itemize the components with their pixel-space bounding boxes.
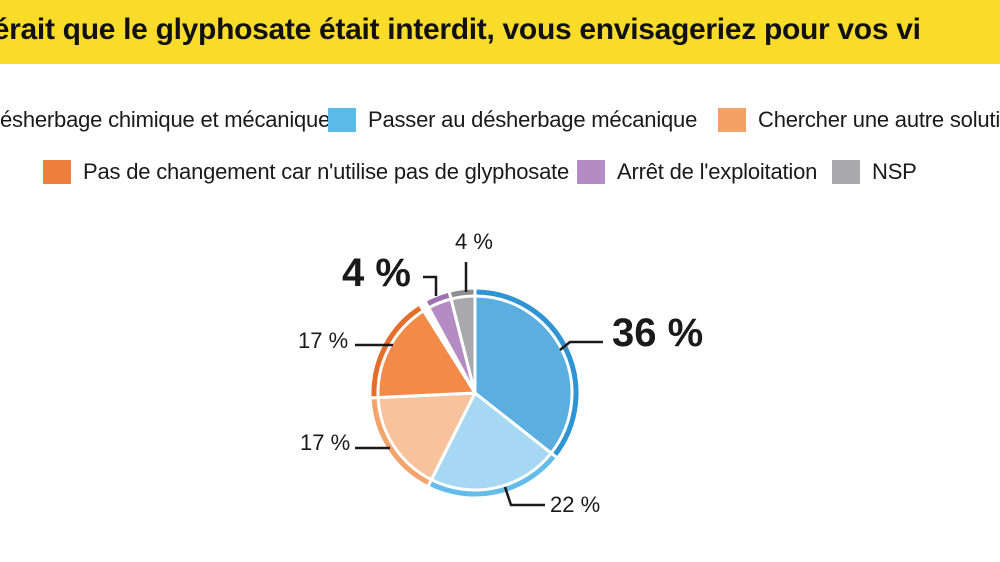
leader-line-36 (559, 340, 603, 351)
title-bar: avérait que le glyphosate était interdit… (0, 0, 1000, 64)
label-36: 36 % (612, 311, 704, 355)
leader-line-4-purple (423, 275, 438, 296)
leader-line-22 (503, 486, 545, 507)
pie-slice (376, 391, 477, 482)
label-4-purple: 4 % (342, 251, 411, 295)
legend-label: Chercher une autre solutio (758, 107, 1000, 132)
legend-item-other-solution: Chercher une autre solutio (718, 105, 1000, 135)
legend-swatch (718, 108, 746, 132)
legend-label: Arrêt de l'exploitation (617, 159, 818, 184)
legend-swatch (43, 160, 71, 184)
legend-item-stop-farm: Arrêt de l'exploitation (577, 157, 817, 187)
label-17-upper: 17 % (298, 328, 349, 353)
legend-swatch (832, 160, 860, 184)
label-22: 22 % (550, 492, 601, 517)
legend-label: Pas de changement car n'utilise pas de g… (83, 159, 570, 184)
legend-item-nsp: NSP (832, 157, 917, 187)
pie-slice (429, 391, 553, 492)
legend-item-no-change: Pas de changement car n'utilise pas de g… (43, 157, 569, 187)
legend-item-chemical-mechanical: ésherbage chimique et mécanique (0, 105, 330, 135)
legend-swatch (577, 160, 605, 184)
legend-label: ésherbage chimique et mécanique (0, 107, 331, 132)
chart-title: avérait que le glyphosate était interdit… (0, 13, 921, 46)
label-4-grey: 4 % (455, 229, 493, 254)
legend-item-mechanical: Passer au désherbage mécanique (328, 105, 697, 135)
legend-label: Passer au désherbage mécanique (368, 107, 698, 132)
pie-slice (473, 294, 574, 455)
legend-label: NSP (872, 159, 917, 184)
pie-slice (449, 294, 477, 395)
legend-swatch (328, 108, 356, 132)
label-17-lower: 17 % (300, 430, 351, 455)
pie-slice (376, 309, 477, 400)
